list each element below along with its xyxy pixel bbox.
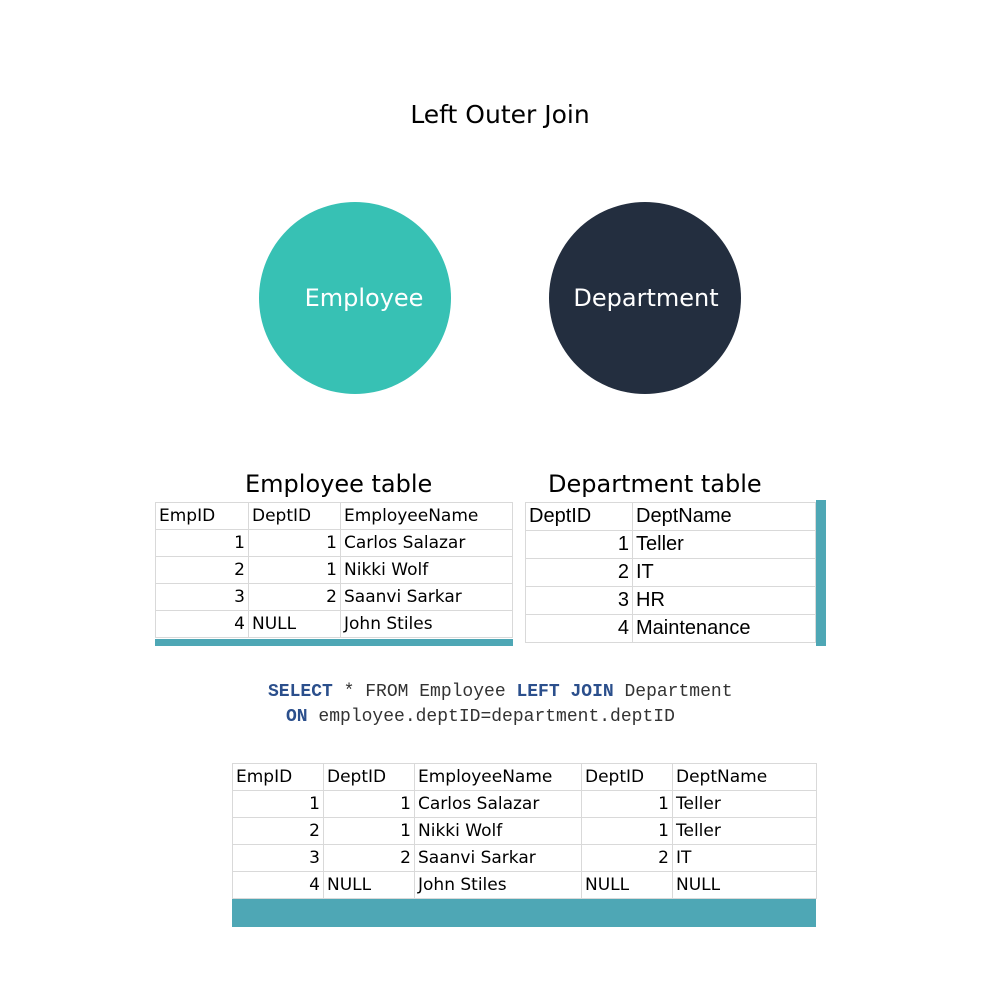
table-cell: 1 [248,529,341,557]
column-header: DeptName [632,502,816,531]
venn-left-label: Employee [304,284,424,312]
table-cell: 1 [525,530,633,559]
table-row: 3 2 Saanvi Sarkar [155,583,513,611]
table-header-row: DeptID DeptName [525,502,816,531]
table-cell: 2 [525,558,633,587]
table-cell: Maintenance [632,614,816,643]
table-row: 1 1 Carlos Salazar [155,529,513,557]
column-header: DeptID [525,502,633,531]
column-header: DeptID [323,763,415,791]
table-cell: John Stiles [340,610,513,638]
table-row: 2 IT [525,558,816,587]
table-cell: 1 [581,817,673,845]
venn-right-label: Department [573,284,719,312]
table-cell: 1 [581,790,673,818]
table-header-row: EmpID DeptID EmployeeName [155,502,513,530]
sql-line-1: SELECT * FROM Employee LEFT JOIN Departm… [268,682,733,702]
table-row: 2 1 Nikki Wolf [155,556,513,584]
column-header: EmpID [232,763,324,791]
venn-employee-circle [259,202,451,394]
table-cell: 1 [248,556,341,584]
table-cell: NULL [672,871,817,899]
column-header: EmployeeName [340,502,513,530]
column-header: EmployeeName [414,763,582,791]
table-cell: 1 [232,790,324,818]
table-row: 4 NULL John Stiles NULL NULL [232,871,817,899]
venn-department-circle [549,202,741,394]
employee-table-caption: Employee table [245,470,433,498]
sql-text: employee.deptID=department.deptID [307,707,675,727]
table-row: 3 2 Saanvi Sarkar 2 IT [232,844,817,872]
table-cell: Teller [672,790,817,818]
sql-line-2: ON employee.deptID=department.deptID [286,707,675,727]
table-cell: 1 [323,790,415,818]
table-cell: 2 [323,844,415,872]
employee-table: EmpID DeptID EmployeeName 1 1 Carlos Sal… [155,502,513,638]
column-header: EmpID [155,502,249,530]
table-cell: Nikki Wolf [340,556,513,584]
table-row: 1 1 Carlos Salazar 1 Teller [232,790,817,818]
table-cell: NULL [323,871,415,899]
table-cell: 2 [155,556,249,584]
column-header: DeptID [581,763,673,791]
result-table-footer-bar [232,899,816,927]
table-cell: Teller [672,817,817,845]
column-header: DeptID [248,502,341,530]
column-header: DeptName [672,763,817,791]
table-row: 2 1 Nikki Wolf 1 Teller [232,817,817,845]
sql-keyword: SELECT [268,682,333,702]
table-cell: 4 [525,614,633,643]
table-cell: 2 [248,583,341,611]
sql-text: * FROM Employee [332,682,517,702]
result-table: EmpID DeptID EmployeeName DeptID DeptNam… [232,763,817,899]
table-cell: 3 [155,583,249,611]
employee-table-footer-bar [155,639,513,646]
table-cell: IT [672,844,817,872]
table-cell: 4 [155,610,249,638]
table-cell: 4 [232,871,324,899]
table-row: 1 Teller [525,530,816,559]
table-cell: Saanvi Sarkar [414,844,582,872]
table-row: 4 Maintenance [525,614,816,643]
table-cell: 2 [581,844,673,872]
department-table-side-bar [816,500,826,646]
table-cell: NULL [248,610,341,638]
table-cell: Carlos Salazar [340,529,513,557]
table-cell: Nikki Wolf [414,817,582,845]
table-cell: 3 [232,844,324,872]
table-cell: John Stiles [414,871,582,899]
table-cell: IT [632,558,816,587]
table-cell: 3 [525,586,633,615]
table-row: 3 HR [525,586,816,615]
diagram-title: Left Outer Join [410,100,590,129]
venn-diagram [256,194,749,402]
table-cell: NULL [581,871,673,899]
table-cell: Saanvi Sarkar [340,583,513,611]
table-cell: HR [632,586,816,615]
table-cell: Carlos Salazar [414,790,582,818]
sql-text: Department [613,682,733,702]
sql-keyword: ON [286,707,308,727]
sql-keyword: LEFT JOIN [516,682,614,702]
department-table: DeptID DeptName 1 Teller 2 IT 3 HR 4 Mai… [525,502,816,643]
table-cell: Teller [632,530,816,559]
department-table-caption: Department table [548,470,762,498]
table-cell: 2 [232,817,324,845]
table-cell: 1 [155,529,249,557]
table-row: 4 NULL John Stiles [155,610,513,638]
table-header-row: EmpID DeptID EmployeeName DeptID DeptNam… [232,763,817,791]
table-cell: 1 [323,817,415,845]
